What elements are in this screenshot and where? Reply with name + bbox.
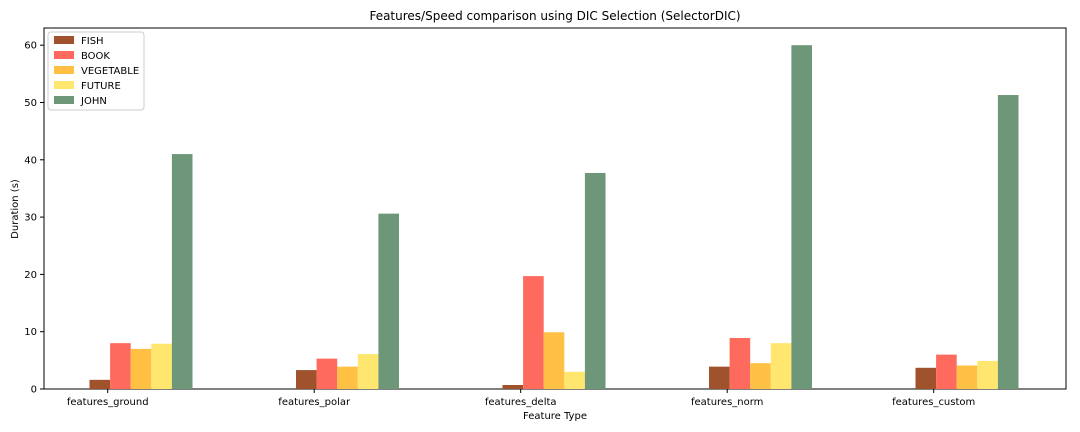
x-tick-label: features_delta xyxy=(485,397,557,408)
legend-swatch-fish xyxy=(54,36,74,44)
bar-book-features-ground xyxy=(110,343,131,389)
bar-vegetable-features-ground xyxy=(130,348,152,389)
bar-john-features-custom xyxy=(997,95,1019,390)
legend-swatch-john xyxy=(54,96,74,104)
x-tick-label: features_norm xyxy=(691,397,763,408)
bar-john-features-polar xyxy=(378,213,399,389)
bar-john-features-ground xyxy=(171,154,193,389)
y-tick-label: 50 xyxy=(24,98,37,109)
legend-swatch-book xyxy=(54,51,74,59)
y-tick-label: 60 xyxy=(24,41,37,52)
y-tick-label: 10 xyxy=(24,327,37,338)
bar-vegetable-features-polar xyxy=(337,366,358,389)
legend: FISH BOOK VEGETABLE FUTURE JOHN xyxy=(47,31,145,111)
legend-label-book: BOOK xyxy=(81,51,110,62)
bar-future-features-delta xyxy=(564,371,585,389)
y-tick-label: 0 xyxy=(31,385,37,396)
bar-future-features-ground xyxy=(151,343,172,389)
legend-swatch-future xyxy=(54,81,74,89)
bar-fish-features-polar xyxy=(296,370,317,389)
bar-future-features-norm xyxy=(770,343,792,389)
bar-book-features-delta xyxy=(523,276,544,389)
bar-future-features-custom xyxy=(977,360,998,389)
bar-vegetable-features-norm xyxy=(750,363,771,389)
y-axis-title: Duration (s) xyxy=(10,179,21,239)
x-tick-label: features_polar xyxy=(278,397,351,408)
bar-fish-features-ground xyxy=(89,379,111,389)
bar-future-features-polar xyxy=(357,354,379,389)
bar-john-features-delta xyxy=(584,172,606,389)
bar-vegetable-features-delta xyxy=(543,332,565,389)
y-tick-label: 30 xyxy=(24,213,37,224)
y-tick-label: 40 xyxy=(24,155,37,166)
bar-book-features-custom xyxy=(936,354,957,389)
legend-label-john: JOHN xyxy=(80,96,107,107)
legend-swatch-vegetable xyxy=(54,66,74,74)
legend-label-vegetable: VEGETABLE xyxy=(81,66,139,77)
x-axis-title: Feature Type xyxy=(523,411,587,422)
bar-book-features-norm xyxy=(729,338,751,389)
bar-vegetable-features-custom xyxy=(956,365,978,389)
x-tick-label: features_custom xyxy=(892,397,975,408)
x-tick-label: features_ground xyxy=(67,397,149,408)
legend-label-future: FUTURE xyxy=(81,81,121,92)
bar-fish-features-delta xyxy=(502,384,524,389)
bar-fish-features-norm xyxy=(709,366,730,389)
bar-fish-features-custom xyxy=(915,367,937,389)
plot-area: 0 10 20 30 40 50 60 features_ground features_pol… xyxy=(24,27,1067,408)
bar-john-features-norm xyxy=(791,45,812,389)
legend-label-fish: FISH xyxy=(81,36,104,47)
y-tick-label: 20 xyxy=(24,270,37,281)
bar-book-features-polar xyxy=(316,358,338,389)
chart-title: Features/Speed comparison using DIC Sele… xyxy=(369,9,740,23)
